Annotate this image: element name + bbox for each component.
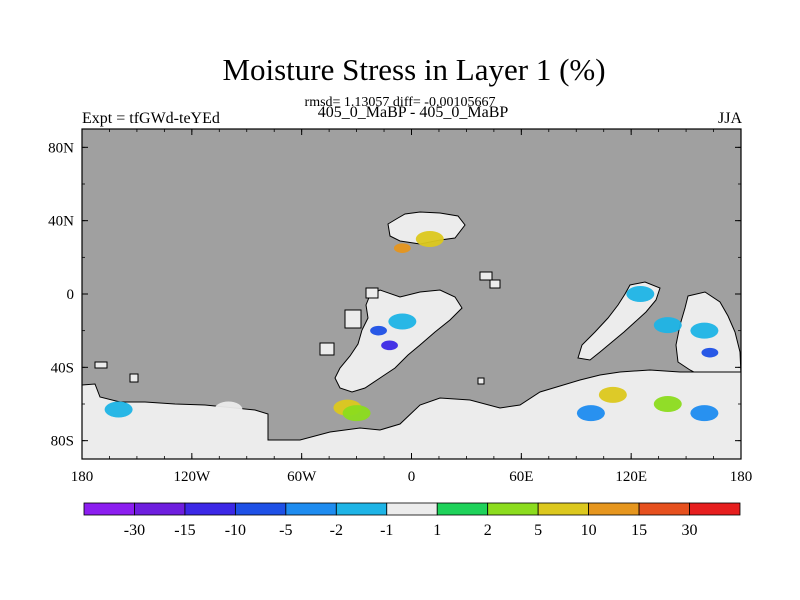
y-tick-label: 80S [51, 434, 74, 450]
anomaly-patch [690, 322, 719, 339]
land-layer [81, 211, 742, 460]
colorbar-label: -1 [380, 522, 393, 539]
colorbar-label: -10 [225, 522, 246, 539]
y-tick-label: 40S [51, 360, 74, 376]
colorbar-swatch [689, 502, 741, 516]
x-tick-label: 180 [71, 469, 94, 485]
colorbar-swatch [436, 502, 489, 516]
colorbar-swatch [638, 502, 690, 516]
anomaly-patch [690, 405, 719, 422]
colorbar-label: -2 [330, 522, 343, 539]
land-region-s-islet-d [365, 287, 379, 299]
x-tick-label: 180 [730, 469, 753, 485]
x-tick-label: 60W [287, 469, 317, 485]
x-tick-label: 120E [615, 469, 647, 485]
colorbar-label: -5 [279, 522, 292, 539]
plot-title: Moisture Stress in Layer 1 (%) [222, 52, 606, 87]
anomaly-patch [370, 325, 387, 336]
anomaly-patch [653, 396, 682, 412]
y-axis: 80N 40N 0 40S 80S [48, 140, 741, 450]
colorbar-swatch [234, 502, 287, 516]
anomaly-layer [104, 231, 719, 422]
colorbar-label: 2 [484, 522, 492, 539]
land-region-mid-atlantic [334, 289, 463, 393]
colorbar-label: 15 [631, 522, 647, 539]
colorbar-label: -15 [174, 522, 195, 539]
x-tick-label: 0 [408, 469, 416, 485]
experiment-label: Expt = tfGWd-teYEd [82, 110, 220, 127]
land-region-sw-islet [94, 361, 108, 369]
colorbar-label: 5 [534, 522, 542, 539]
land-region-southern-band [81, 369, 742, 460]
y-tick-label: 40N [48, 214, 74, 230]
season-label: JJA [717, 110, 742, 127]
colorbar-swatch [588, 502, 640, 516]
land-region-islet-a [479, 271, 493, 281]
x-axis: 180 120W 60W 0 60E 120E 180 [71, 129, 753, 485]
anomaly-patch [415, 231, 444, 247]
anomaly-patch [653, 317, 682, 334]
colorbar-label: -30 [124, 522, 145, 539]
map-plot-area [81, 128, 742, 460]
anomaly-patch [406, 295, 435, 312]
colorbar-swatch [386, 502, 438, 516]
colorbar-swatch [285, 502, 337, 516]
x-tick-label: 60E [509, 469, 533, 485]
land-region-island [344, 309, 362, 329]
colorbar-swatch [134, 502, 186, 516]
land-region-islet-b [489, 279, 501, 289]
stats-line: rmsd= 1.13057 diff= -0.00105667 [304, 95, 496, 110]
anomaly-patch [576, 405, 605, 422]
land-region-s-islet-b [319, 342, 335, 356]
x-tick-label: 120W [173, 469, 211, 485]
anomaly-patch [626, 286, 655, 302]
anomaly-patch [393, 243, 411, 253]
anomaly-patch [598, 386, 627, 403]
colorbar-label: 10 [581, 522, 597, 539]
colorbar-label: 1 [433, 522, 441, 539]
colorbar-swatch [537, 502, 590, 516]
anomaly-patch [214, 401, 243, 418]
land-region-s-islet-c [477, 377, 485, 385]
colorbar: -30 -15 -10 -5 -2 -1 1 2 5 10 15 30 [83, 502, 741, 539]
colorbar-swatch [184, 502, 236, 516]
case-label: 405_0_MaBP - 405_0_MaBP [317, 104, 509, 121]
colorbar-swatch [335, 502, 388, 516]
y-tick-label: 80N [48, 140, 74, 156]
colorbar-swatch [83, 502, 135, 516]
anomaly-patch [381, 340, 398, 351]
anomaly-patch [388, 313, 417, 330]
land-region-north-atlantic [387, 211, 466, 245]
anomaly-patch [342, 405, 371, 422]
colorbar-label: 30 [682, 522, 698, 539]
anomaly-patch [701, 347, 719, 358]
y-tick-label: 0 [67, 287, 75, 303]
land-region-s-islet [129, 373, 139, 383]
colorbar-swatch [487, 502, 539, 516]
anomaly-patch [104, 401, 133, 418]
